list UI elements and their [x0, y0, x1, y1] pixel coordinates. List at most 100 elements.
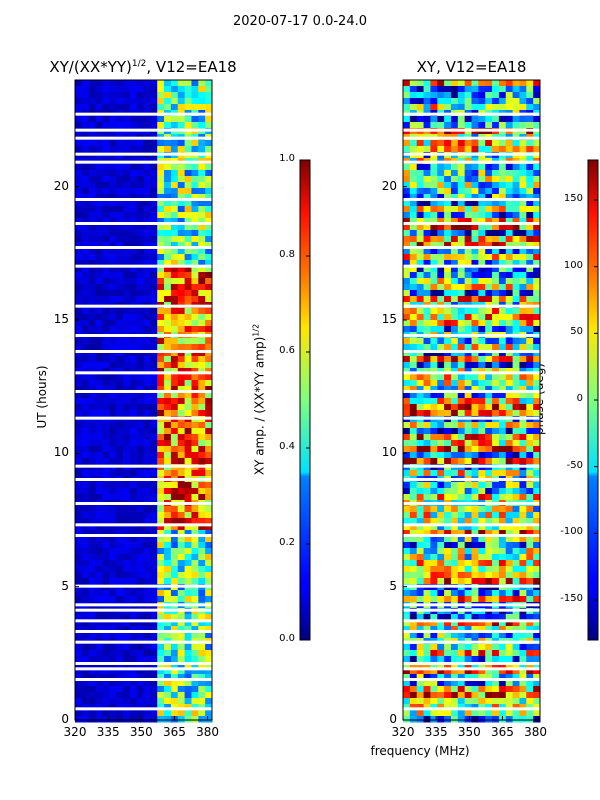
panel2-cell	[519, 590, 527, 597]
panel1-cell	[109, 272, 117, 279]
panel2-cell	[450, 674, 459, 681]
panel2-cell	[409, 254, 418, 261]
panel2-cell	[423, 254, 431, 261]
panel1-cell	[184, 248, 192, 255]
panel2-cell	[478, 590, 486, 597]
panel2-cell	[471, 578, 479, 585]
panel2-cell	[403, 200, 411, 207]
panel1-cell	[102, 92, 110, 99]
panel1-cell	[143, 470, 151, 477]
panel1-cell	[136, 338, 144, 345]
panel1-cell	[109, 164, 117, 171]
panel1-cell	[205, 428, 213, 435]
panel2-cell	[492, 668, 500, 675]
panel1-cell	[157, 548, 165, 555]
panel2-cell	[416, 344, 425, 351]
panel2-cell	[423, 104, 431, 111]
panel1-cell	[157, 260, 165, 267]
panel2-cell	[416, 620, 425, 627]
panel1-cell	[170, 626, 179, 633]
panel1-cell	[129, 398, 138, 405]
panel2-cell	[430, 362, 438, 369]
panel1-cell	[177, 428, 186, 435]
panel1-cell	[205, 590, 213, 597]
panel2-cell	[416, 482, 425, 489]
panel1-cell	[75, 218, 83, 225]
panel1-cell	[177, 182, 186, 189]
panel2-cell	[403, 80, 411, 87]
panel2-cell	[430, 206, 438, 213]
panel2-cell	[526, 524, 534, 531]
panel2-cell	[512, 518, 520, 525]
panel1-cell	[75, 482, 83, 489]
panel1-cell	[157, 632, 165, 639]
panel1-cell	[157, 434, 165, 441]
panel2-cell	[526, 260, 534, 267]
panel2-cell	[512, 344, 520, 351]
panel2-cell	[492, 578, 500, 585]
panel2-cell	[416, 314, 425, 321]
panel2-cell	[409, 314, 418, 321]
panel2-cell	[423, 620, 431, 627]
panel1-cell	[109, 548, 117, 555]
panel2-cell	[519, 560, 527, 567]
panel1-cell	[157, 254, 165, 261]
panel1-cell	[88, 386, 97, 393]
panel2-cell	[403, 440, 411, 447]
panel1-cell	[143, 380, 151, 387]
panel2-cell	[519, 182, 527, 189]
panel1-cell	[122, 254, 131, 261]
panel2-cell	[450, 506, 459, 513]
panel2-cell	[457, 674, 466, 681]
panel1-cell	[191, 212, 199, 219]
panel1-cell	[143, 512, 151, 519]
panel1-cell	[157, 290, 165, 297]
panel2-cell	[505, 572, 514, 579]
panel1-cell	[198, 188, 206, 195]
panel1-cell	[150, 188, 158, 195]
panel2-cell	[430, 686, 438, 693]
panel2-cell	[533, 170, 541, 177]
panel1-cell	[150, 404, 158, 411]
panel1-cell	[205, 452, 213, 459]
panel1-cell	[191, 530, 199, 537]
panel1-cell	[88, 698, 97, 705]
panel2-cell	[437, 596, 445, 603]
panel1-cell	[198, 308, 206, 315]
panel1-cell	[116, 596, 124, 603]
panel1-cell	[102, 434, 110, 441]
panel2-cell	[450, 362, 459, 369]
panel1-cell	[177, 596, 186, 603]
panel2-cell	[485, 218, 493, 225]
panel2-cell	[478, 626, 486, 633]
panel2-cell	[505, 164, 514, 171]
panel1-cell	[177, 140, 186, 147]
panel2-cell	[492, 338, 500, 345]
panel2-cell	[444, 170, 452, 177]
panel2-cell	[471, 266, 479, 273]
panel2-cell	[416, 170, 425, 177]
panel2-cell	[409, 278, 418, 285]
panel1-cell	[143, 98, 151, 105]
panel1-cell	[205, 374, 213, 381]
panel1-cell	[81, 620, 90, 627]
panel1-cell	[81, 308, 90, 315]
panel2-cell	[478, 206, 486, 213]
panel1-cell	[150, 644, 158, 651]
panel1-cell	[198, 212, 206, 219]
panel1-cell	[157, 398, 165, 405]
panel2-cell	[409, 716, 418, 723]
panel1-cell	[198, 248, 206, 255]
panel1-cell	[136, 626, 144, 633]
panel1-cell	[136, 434, 144, 441]
panel1-cell	[95, 716, 103, 723]
panel2-cell	[526, 668, 534, 675]
panel2-cell	[409, 182, 418, 189]
panel2-cell	[409, 380, 418, 387]
panel2-cell	[450, 320, 459, 327]
panel2-cell	[498, 368, 507, 375]
panel2-cell	[519, 518, 527, 525]
panel1-cell	[205, 194, 213, 201]
panel1-cell	[75, 614, 83, 621]
panel2-cell	[416, 542, 425, 549]
